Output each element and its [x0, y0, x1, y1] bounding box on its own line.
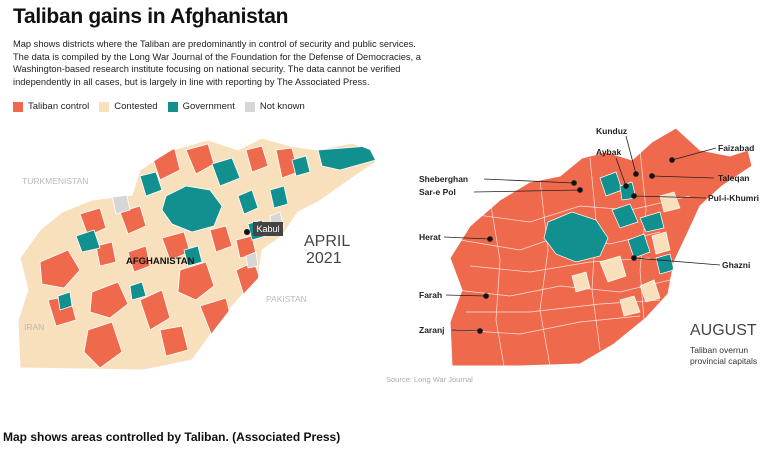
- august-government-districts: [543, 171, 675, 275]
- april-month-label: APRIL: [304, 233, 350, 250]
- label-sheberghan: Sheberghan: [419, 174, 468, 184]
- legend-item-contested: Contested: [99, 101, 158, 112]
- label-zaranj: Zaranj: [419, 325, 445, 335]
- marker-kunduz: [633, 171, 639, 177]
- figure-caption: Map shows areas controlled by Taliban. (…: [3, 430, 341, 444]
- legend: Taliban control Contested Government Not…: [13, 101, 315, 112]
- marker-ghazni: [631, 255, 637, 261]
- marker-taleqan: [649, 173, 655, 179]
- description: Map shows districts where the Taliban ar…: [13, 39, 421, 87]
- marker-zaranj: [477, 328, 483, 334]
- label-taleqan: Taleqan: [718, 173, 750, 183]
- marker-sheberghan: [571, 180, 577, 186]
- legend-swatch-government: [167, 101, 178, 112]
- marker-herat: [487, 236, 493, 242]
- legend-item-taliban: Taliban control: [13, 101, 89, 112]
- april-kabul-marker: [244, 229, 250, 235]
- page-title: Taliban gains in Afghanistan: [13, 5, 289, 28]
- label-pul-i-khumri: Pul-i-Khumri: [708, 193, 759, 203]
- august-date-label: AUGUST: [690, 322, 757, 339]
- label-kunduz: Kunduz: [596, 126, 627, 136]
- legend-label-contested: Contested: [114, 101, 158, 112]
- marker-aybak: [623, 183, 629, 189]
- legend-swatch-not-known: [244, 101, 255, 112]
- april-year-label: 2021: [306, 250, 342, 267]
- legend-swatch-taliban: [13, 101, 23, 112]
- neighbor-pakistan: PAKISTAN: [266, 294, 307, 304]
- april-kabul-label: Kabul: [256, 224, 279, 234]
- marker-sar-e-pol: [577, 187, 583, 193]
- april-map: Kabul AFGHANISTAN TURKMENISTAN IRAN PAKI…: [17, 137, 377, 371]
- legend-label-not-known: Not known: [259, 101, 305, 112]
- label-sar-e-pol: Sar-e Pol: [419, 187, 456, 197]
- source-note: Source: Long War Journal: [386, 375, 473, 384]
- neighbor-iran: IRAN: [24, 322, 44, 332]
- label-faizabad: Faizabad: [718, 143, 754, 153]
- legend-swatch-contested: [99, 101, 110, 112]
- marker-pul-i-khumri: [631, 193, 637, 199]
- label-ghazni: Ghazni: [722, 260, 750, 270]
- label-farah: Farah: [419, 290, 442, 300]
- legend-item-government: Government: [167, 101, 235, 112]
- april-country-label: AFGHANISTAN: [126, 256, 195, 267]
- marker-farah: [483, 293, 489, 299]
- marker-faizabad: [669, 157, 675, 163]
- legend-label-government: Government: [182, 101, 235, 112]
- neighbor-turkmenistan: TURKMENISTAN: [22, 176, 88, 186]
- april-government-districts: [57, 145, 376, 311]
- august-capitals: [443, 135, 721, 334]
- label-aybak: Aybak: [596, 147, 621, 157]
- label-herat: Herat: [419, 232, 441, 242]
- april-kabul-label-bg: [253, 222, 283, 236]
- august-district-lines: [455, 149, 691, 366]
- august-map: Kunduz Faizabad Aybak Sheberghan Taleqan…: [386, 126, 759, 384]
- legend-label-taliban: Taliban control: [28, 101, 90, 112]
- legend-item-not-known: Not known: [244, 101, 305, 112]
- august-subtitle-2: provincial capitals: [690, 356, 757, 366]
- august-subtitle-1: Taliban overrun: [690, 345, 748, 355]
